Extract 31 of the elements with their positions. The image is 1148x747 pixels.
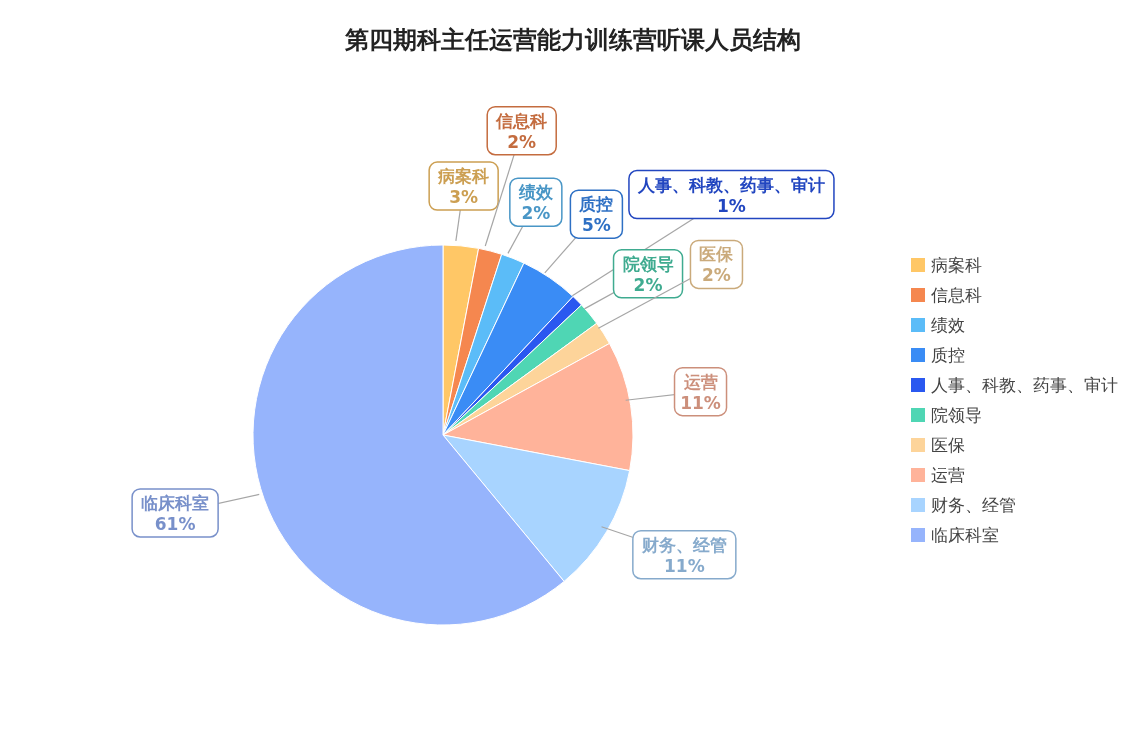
data-label: 11%	[680, 392, 721, 413]
slice-label: 信息科	[495, 110, 548, 131]
slice-label: 临床科室	[141, 492, 210, 513]
slice-label: 病案科	[437, 166, 490, 187]
slice-label: 院领导	[622, 253, 674, 274]
data-label: 11%	[663, 555, 705, 576]
legend-label: 医保	[931, 434, 965, 456]
legend-label: 绩效	[931, 314, 965, 336]
data-label: 2%	[521, 203, 551, 224]
legend-label: 人事、科教、药事、审计	[931, 374, 1118, 396]
data-label: 61%	[154, 513, 196, 534]
legend-label: 运营	[931, 464, 965, 486]
slice-label: 运营	[682, 371, 718, 392]
data-label: 5%	[581, 215, 611, 236]
chart-title: 第四期科主任运营能力训练营听课人员结构	[344, 25, 802, 56]
slice-label: 医保	[699, 244, 735, 265]
slice-label: 绩效	[517, 182, 554, 203]
data-label: 2%	[633, 274, 663, 295]
data-label: 1%	[717, 195, 746, 216]
legend-label: 质控	[931, 344, 965, 366]
data-label: 3%	[449, 187, 479, 208]
legend-label: 财务、经管	[931, 494, 1016, 516]
legend-label: 临床科室	[931, 524, 999, 546]
legend-label: 病案科	[931, 254, 982, 276]
legend-label: 院领导	[931, 404, 982, 426]
slice-label: 财务、经管	[640, 534, 727, 555]
legend-label: 信息科	[931, 284, 982, 306]
slice-label: 质控	[578, 194, 614, 215]
data-label: 2%	[702, 265, 731, 286]
slice-label: 人事、科教、药事、审计	[636, 174, 825, 195]
data-label: 2%	[507, 131, 537, 152]
